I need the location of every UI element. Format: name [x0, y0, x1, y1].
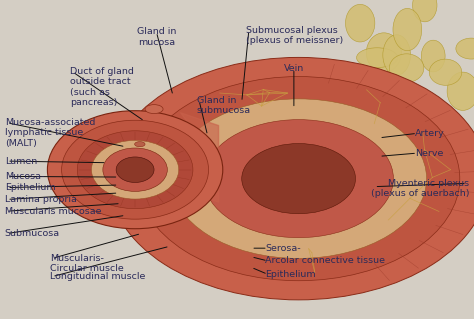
- Text: Submucosa: Submucosa: [5, 229, 60, 238]
- Ellipse shape: [171, 99, 427, 258]
- Ellipse shape: [421, 40, 445, 72]
- Circle shape: [47, 111, 223, 229]
- Ellipse shape: [429, 59, 462, 85]
- Circle shape: [103, 148, 167, 191]
- Text: Longitudinal muscle: Longitudinal muscle: [50, 272, 145, 281]
- Text: Gland in
submucosa: Gland in submucosa: [197, 96, 251, 115]
- Circle shape: [91, 140, 179, 199]
- Text: Vein: Vein: [284, 64, 304, 73]
- Ellipse shape: [356, 48, 398, 68]
- Text: Muscularis mucosae: Muscularis mucosae: [5, 207, 101, 216]
- Ellipse shape: [346, 4, 375, 42]
- Ellipse shape: [383, 35, 410, 75]
- Ellipse shape: [389, 54, 424, 82]
- Text: Muscularis-
Circular muscle: Muscularis- Circular muscle: [50, 254, 124, 273]
- Text: Epithelium: Epithelium: [5, 183, 55, 192]
- Text: Gland in
mucosa: Gland in mucosa: [137, 27, 176, 47]
- Ellipse shape: [204, 120, 393, 238]
- Ellipse shape: [145, 105, 163, 114]
- Text: Duct of gland
outside tract
(such as
pancreas): Duct of gland outside tract (such as pan…: [70, 67, 134, 107]
- Circle shape: [62, 120, 209, 219]
- Text: Epithelium: Epithelium: [265, 270, 316, 279]
- Ellipse shape: [109, 57, 474, 300]
- Text: Mucosa-associated
lymphatic tissue
(MALT): Mucosa-associated lymphatic tissue (MALT…: [5, 118, 95, 148]
- Circle shape: [77, 131, 193, 209]
- Ellipse shape: [137, 77, 460, 281]
- Text: Artery: Artery: [415, 129, 445, 138]
- Ellipse shape: [366, 33, 401, 72]
- Ellipse shape: [242, 144, 356, 214]
- Text: Myenteric plexus
(plexus of auerbach): Myenteric plexus (plexus of auerbach): [371, 179, 469, 198]
- Text: Mucosa-: Mucosa-: [5, 172, 44, 181]
- Ellipse shape: [385, 77, 410, 120]
- Ellipse shape: [456, 38, 474, 59]
- Text: Arcolar connective tissue: Arcolar connective tissue: [265, 256, 385, 265]
- Text: Lamina propria: Lamina propria: [5, 195, 77, 204]
- Ellipse shape: [447, 72, 474, 110]
- Ellipse shape: [135, 142, 145, 147]
- Text: Submucosal plexus
(plexus of meissner): Submucosal plexus (plexus of meissner): [246, 26, 344, 45]
- Text: Lumen: Lumen: [5, 157, 37, 166]
- Circle shape: [116, 157, 154, 182]
- Text: Serosa-: Serosa-: [265, 244, 301, 253]
- Text: Nerve: Nerve: [415, 149, 443, 158]
- Ellipse shape: [393, 8, 422, 51]
- Ellipse shape: [412, 0, 437, 22]
